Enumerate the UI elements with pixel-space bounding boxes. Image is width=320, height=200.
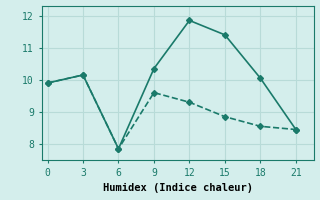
X-axis label: Humidex (Indice chaleur): Humidex (Indice chaleur): [103, 183, 252, 193]
